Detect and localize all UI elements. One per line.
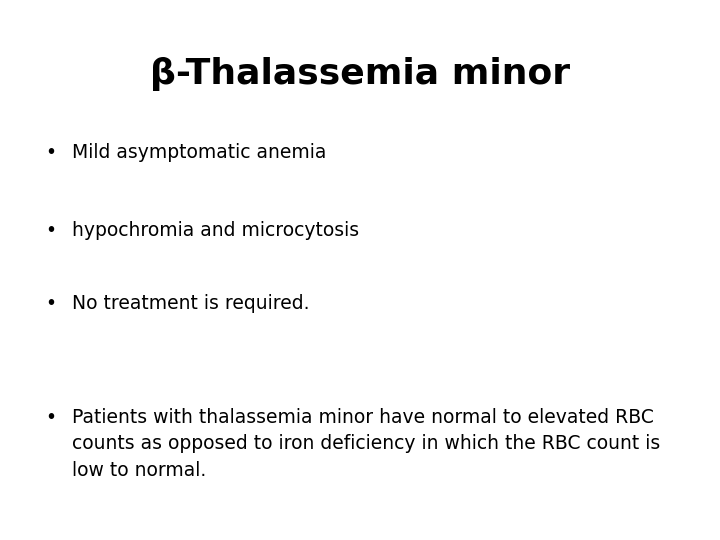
Text: •: •	[45, 143, 56, 162]
Text: Patients with thalassemia minor have normal to elevated RBC
counts as opposed to: Patients with thalassemia minor have nor…	[72, 408, 660, 480]
Text: hypochromia and microcytosis: hypochromia and microcytosis	[72, 221, 359, 240]
Text: •: •	[45, 408, 56, 427]
Text: •: •	[45, 294, 56, 313]
Text: No treatment is required.: No treatment is required.	[72, 294, 310, 313]
Text: β-Thalassemia minor: β-Thalassemia minor	[150, 57, 570, 91]
Text: Mild asymptomatic anemia: Mild asymptomatic anemia	[72, 143, 326, 162]
Text: •: •	[45, 221, 56, 240]
